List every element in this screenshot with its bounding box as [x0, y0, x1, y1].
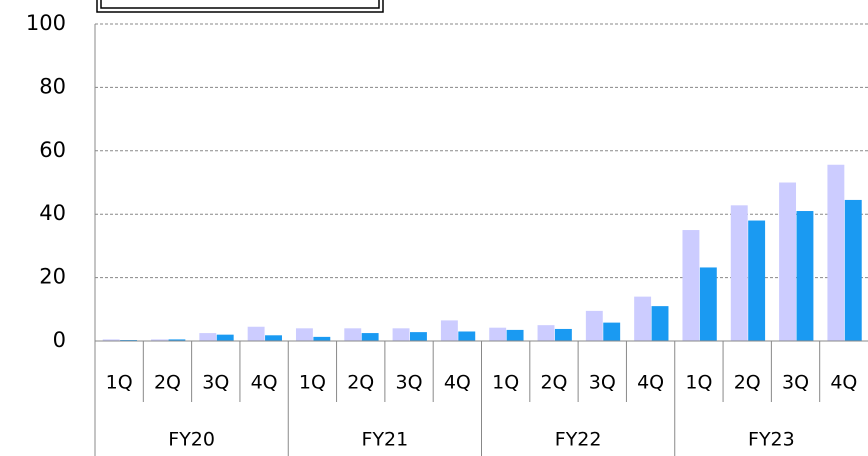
y-tick-label: 20 [39, 265, 66, 289]
x-tick-label: 3Q [396, 372, 423, 394]
bar [392, 328, 410, 341]
bar [730, 205, 748, 341]
x-tick-label: 1Q [492, 372, 519, 394]
bar [682, 230, 700, 341]
y-tick-label: 40 [39, 201, 66, 225]
group-label: FY21 [362, 429, 409, 451]
x-tick-label: 3Q [589, 372, 616, 394]
bar [344, 328, 362, 341]
bar [102, 339, 120, 341]
x-tick-label: 4Q [637, 372, 664, 394]
x-tick-label: 1Q [106, 372, 133, 394]
group-label: FY23 [748, 429, 795, 451]
bar [168, 339, 186, 341]
bar [199, 333, 217, 341]
bar [779, 182, 797, 341]
bar [506, 329, 524, 341]
bar [699, 267, 717, 341]
bar [585, 310, 603, 341]
bar [265, 335, 282, 341]
bar [151, 339, 168, 341]
y-tick-label: 0 [53, 328, 66, 352]
bar [554, 328, 572, 341]
y-tick-label: 80 [39, 74, 66, 98]
bar [361, 333, 379, 341]
x-tick-label: 4Q [830, 372, 857, 394]
y-tick-label: 100 [26, 11, 66, 35]
x-tick-label: 2Q [347, 372, 374, 394]
bar [440, 320, 458, 341]
x-tick-label: 2Q [540, 372, 567, 394]
bar [247, 326, 265, 341]
bar [844, 199, 862, 341]
group-label: FY20 [168, 429, 215, 451]
x-tick-label: 1Q [299, 372, 326, 394]
group-label: FY22 [555, 429, 602, 451]
bar [216, 334, 234, 341]
bar [295, 328, 313, 341]
x-tick-label: 4Q [251, 372, 278, 394]
bar [827, 164, 845, 341]
bar [796, 211, 814, 341]
legend-frame-inner [100, 0, 380, 9]
x-tick-label: 2Q [154, 372, 181, 394]
bar [458, 331, 476, 341]
bar [313, 336, 331, 341]
bar [748, 220, 766, 341]
bar [634, 296, 652, 341]
x-tick-label: 2Q [734, 372, 761, 394]
x-tick-label: 4Q [444, 372, 471, 394]
legend-frame [96, 0, 384, 13]
y-tick-label: 60 [39, 138, 66, 162]
bar [537, 325, 555, 341]
bar [603, 322, 621, 341]
x-tick-label: 1Q [685, 372, 712, 394]
x-tick-label: 3Q [782, 372, 809, 394]
bar [651, 306, 669, 341]
bar [409, 332, 427, 341]
bar [489, 327, 507, 341]
x-tick-label: 3Q [202, 372, 229, 394]
